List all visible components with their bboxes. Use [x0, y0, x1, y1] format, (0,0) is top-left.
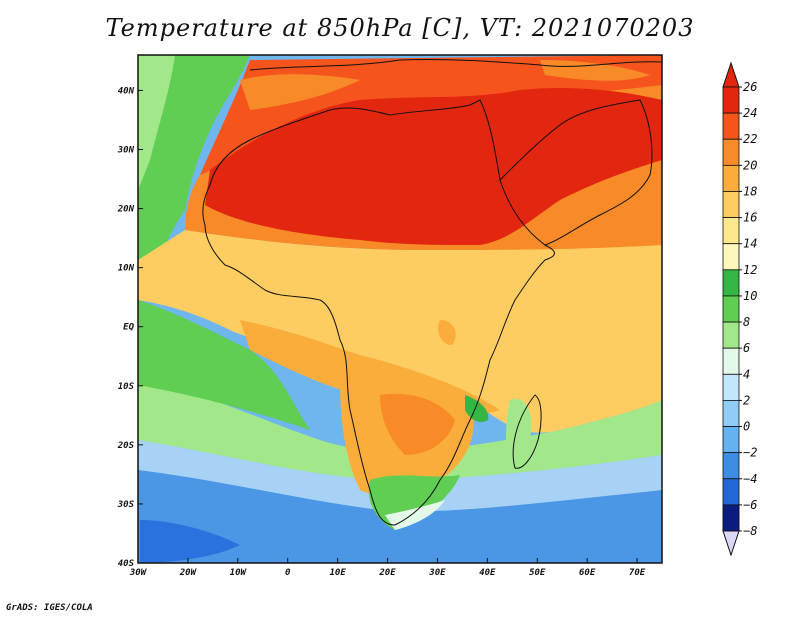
- colorbar-swatch: [722, 164, 740, 192]
- credit-label: GrADS: IGES/COLA: [6, 603, 93, 613]
- colorbar-swatch: [722, 504, 740, 532]
- lon-tick-label: 10W: [230, 568, 248, 578]
- colorbar-swatch: [722, 478, 740, 506]
- colorbar-swatch: [722, 217, 740, 245]
- colorbar-label: −2: [743, 446, 757, 460]
- colorbar-label: 18: [743, 184, 757, 198]
- colorbar-label: 0: [743, 420, 750, 434]
- longitude-axis: 30W 20W 10W 0 10E 20E 30E 40E 50E 60E 70E: [129, 558, 646, 578]
- colorbar-label: 2: [743, 393, 750, 407]
- colorbar-swatch: [722, 321, 740, 349]
- colorbar-swatch: [722, 191, 740, 218]
- latitude-axis: 40N 30N 20N 10N EQ 10S 20S 30S 40S: [117, 86, 143, 569]
- colorbar-label: 12: [743, 263, 757, 277]
- colorbar-label: 24: [743, 106, 757, 120]
- lat-tick-label: 20S: [117, 441, 135, 451]
- colorbar-swatch: [722, 295, 740, 323]
- colorbar-swatch: [722, 112, 740, 140]
- colorbar-label: 8: [743, 315, 750, 329]
- lon-tick-label: 30W: [129, 568, 148, 578]
- map-frame: [137, 54, 663, 564]
- colorbar-swatch: [722, 400, 740, 427]
- lon-tick-label: 10E: [329, 568, 346, 578]
- colorbar-label: 14: [743, 237, 757, 251]
- lat-tick-label: 10N: [118, 264, 135, 274]
- colorbar-label: −8: [743, 524, 757, 538]
- colorbar-label: −4: [743, 472, 757, 486]
- lon-tick-label: 30E: [428, 568, 446, 578]
- colorbar-swatch: [722, 426, 740, 454]
- lat-tick-label: 40S: [118, 559, 135, 569]
- colorbar-swatch: [722, 269, 740, 297]
- lon-tick-label: 40E: [479, 568, 496, 578]
- coastlines: [202, 58, 662, 526]
- lon-tick-label: 50E: [529, 568, 546, 578]
- colorbar-label: 10: [743, 289, 757, 303]
- colorbar-swatch: [722, 347, 740, 375]
- lat-tick-label: EQ: [123, 323, 134, 333]
- colorbar-label: 20: [743, 158, 757, 172]
- lon-tick-label: 20W: [179, 568, 198, 578]
- colorbar-label: 6: [743, 341, 750, 355]
- colorbar-label: 26: [743, 80, 757, 94]
- map-title: Temperature at 850hPa [C], VT: 202107020…: [105, 14, 695, 42]
- colorbar-swatch: [722, 86, 740, 114]
- lat-tick-label: 30N: [117, 146, 135, 156]
- colorbar-label: 16: [743, 211, 757, 225]
- lon-tick-label: 0: [285, 568, 291, 578]
- lon-tick-label: 20E: [378, 568, 396, 578]
- lat-tick-label: 30S: [117, 500, 135, 510]
- lat-tick-label: 40N: [118, 86, 135, 96]
- colorbar-label: 22: [743, 132, 757, 146]
- colorbar-top-arrow: [722, 61, 740, 88]
- colorbar-label: −6: [743, 498, 757, 512]
- lon-tick-label: 70E: [629, 568, 646, 578]
- lat-tick-label: 10S: [118, 382, 135, 392]
- colorbar-swatch: [722, 138, 740, 166]
- colorbar-swatch: [722, 243, 740, 271]
- colorbar-label: 4: [743, 367, 750, 381]
- colorbar-bottom-arrow: [722, 530, 740, 557]
- colorbar-swatch: [722, 452, 740, 480]
- lon-tick-label: 60E: [579, 568, 596, 578]
- colorbar-swatch: [722, 373, 740, 401]
- lat-tick-label: 20N: [117, 205, 135, 215]
- temperature-field: [138, 55, 662, 563]
